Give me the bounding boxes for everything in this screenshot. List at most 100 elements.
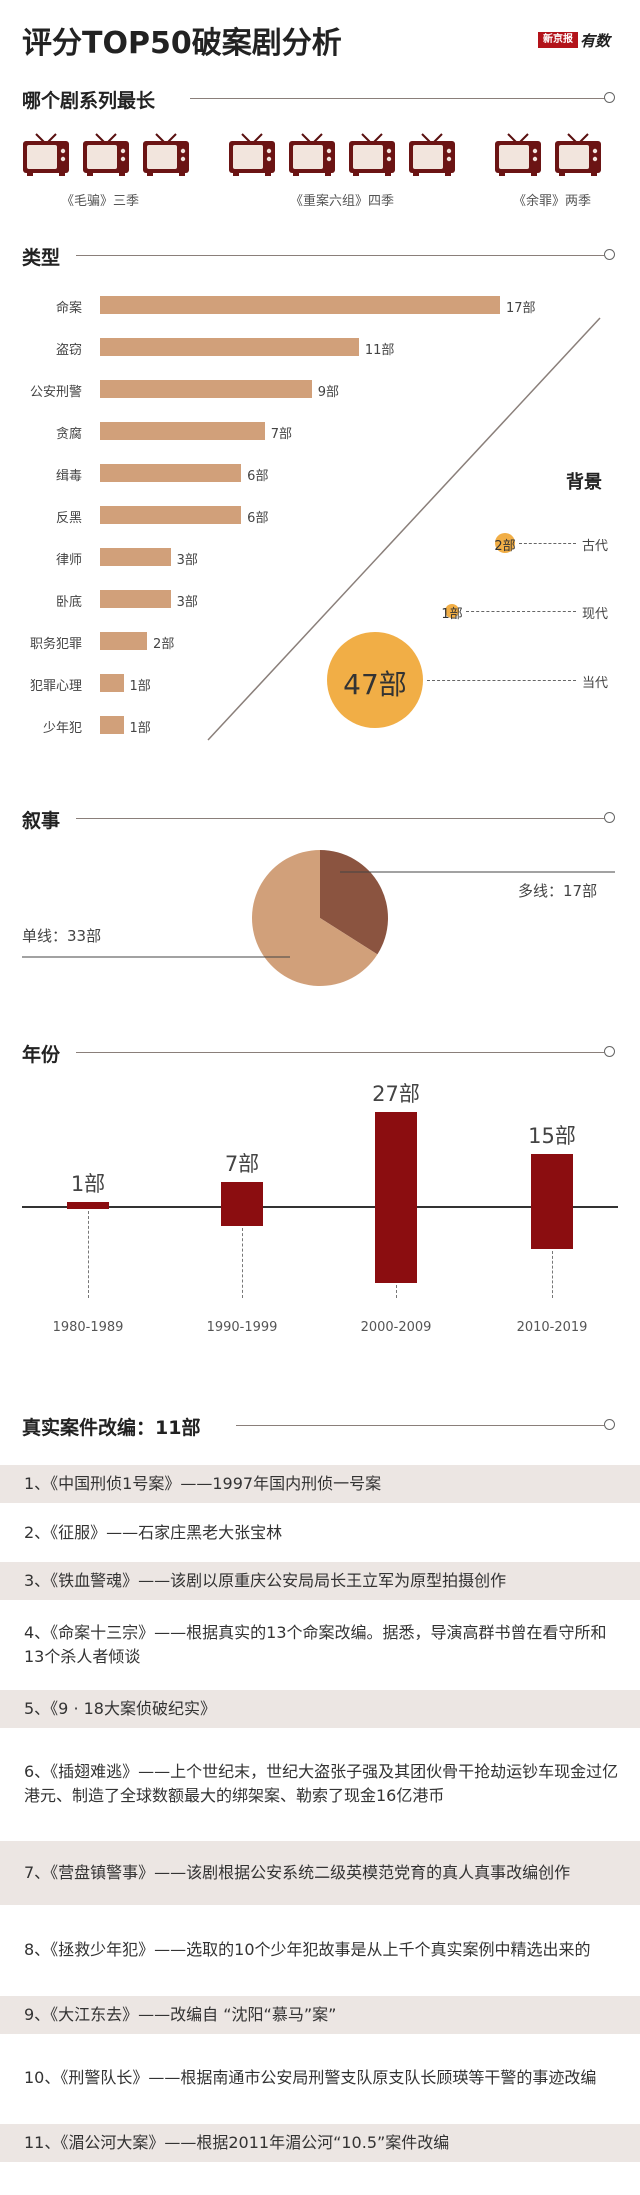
bar-label: 律师: [55, 553, 82, 568]
year-label: 2000-2009: [360, 1320, 432, 1335]
pie-slice: [320, 850, 388, 955]
section-divider: [236, 1425, 604, 1426]
year-leader-line: [242, 1227, 243, 1298]
bar-value: 1部: [129, 721, 151, 736]
bar-value: 2部: [153, 637, 175, 652]
case-item: 4、《命案十三宗》——根据真实的13个命案改编。据悉，导演高群书曾在看守所和13…: [0, 1611, 640, 1679]
bar-value: 1部: [129, 679, 151, 694]
bubble-value: 47部: [343, 667, 407, 701]
leader-line: [427, 680, 576, 681]
case-text: 1、《中国刑侦1号案》——1997年国内刑侦一号案: [24, 1474, 382, 1493]
case-text: 8、《拯救少年犯》——选取的10个少年犯故事是从上千个真实案例中精选出来的: [24, 1940, 591, 1959]
bar-value: 3部: [176, 595, 198, 610]
bar: [100, 506, 242, 524]
era-label: 现代: [582, 607, 609, 622]
year-label: 1990-1999: [206, 1320, 278, 1335]
narrative-pie-chart: [22, 850, 615, 986]
case-item: 10、《刑警队长》——根据南通市公安局刑警支队原支队长顾瑛等干警的事迹改编: [0, 2046, 640, 2110]
year-value: 1部: [70, 1172, 106, 1197]
leader-line: [519, 543, 576, 544]
bubble: [444, 603, 459, 618]
section-title-real-cases: 真实案件改编：11部: [22, 1417, 201, 1439]
bar: [100, 548, 171, 566]
case-text: 2、《征服》——石家庄黑老大张宝林: [24, 1523, 283, 1542]
year-bar: [375, 1112, 417, 1283]
bar-value: 11部: [364, 343, 395, 358]
tv-icon: [142, 132, 190, 180]
pie-label-multi: 多线：17部: [518, 882, 598, 900]
bar-label: 职务犯罪: [29, 637, 82, 652]
section-divider: [76, 1052, 604, 1053]
year-leader-line: [552, 1250, 553, 1298]
bubble: [495, 533, 515, 553]
background-title: 背景: [566, 472, 602, 493]
bar: [100, 338, 359, 356]
bar: [100, 590, 171, 608]
section-title-longest: 哪个剧系列最长: [22, 90, 156, 112]
tv-icon: [288, 132, 336, 180]
bar: [100, 296, 500, 314]
year-bar: [531, 1154, 573, 1249]
section-divider: [190, 98, 605, 99]
bar-label: 犯罪心理: [29, 679, 82, 694]
era-label: 当代: [582, 676, 609, 691]
bar-label: 少年犯: [42, 721, 82, 736]
series-caption: 《重案六组》四季: [289, 194, 394, 209]
tv-icon: [22, 132, 70, 180]
case-item: 2、《征服》——石家庄黑老大张宝林: [0, 1514, 640, 1552]
bar-value: 9部: [317, 385, 340, 400]
series-caption: 《毛骗》三季: [60, 194, 139, 209]
bar-value: 6部: [247, 511, 269, 526]
case-item: 9、《大江东去》——改编自 “沈阳“慕马”案”: [0, 1996, 640, 2034]
case-item: 1、《中国刑侦1号案》——1997年国内刑侦一号案: [0, 1465, 640, 1503]
tv-icon: [494, 132, 542, 180]
bar: [100, 464, 242, 482]
section-divider: [76, 818, 604, 819]
case-item: 8、《拯救少年犯》——选取的10个少年犯故事是从上千个真实案例中精选出来的: [0, 1918, 640, 1982]
bubble-value: 2部: [494, 538, 516, 554]
section-title-narrative: 叙事: [22, 810, 61, 832]
section-title-year: 年份: [22, 1044, 61, 1066]
bar-label: 命案: [55, 301, 82, 316]
section-divider: [76, 255, 604, 256]
bar-label: 盗窃: [55, 343, 82, 358]
bar-label: 贪腐: [55, 427, 82, 442]
bar: [100, 632, 148, 650]
bar-value: 17部: [506, 301, 536, 316]
bar-value: 3部: [176, 553, 198, 568]
bar-label: 公安刑警: [29, 385, 82, 400]
case-item: 7、《营盘镇警事》——该剧根据公安系统二级英模范党育的真人真事改编创作: [0, 1841, 640, 1905]
bar-label: 卧底: [55, 595, 82, 610]
case-text: 9、《大江东去》——改编自 “沈阳“慕马”案”: [24, 2005, 337, 2024]
year-leader-line: [396, 1284, 397, 1298]
year-leader-line: [88, 1211, 89, 1298]
bar-value: 7部: [270, 427, 292, 442]
year-value: 7部: [224, 1151, 260, 1176]
tv-icon: [82, 132, 130, 180]
case-text: 3、《铁血警魂》——该剧以原重庆公安局局长王立军为原型拍摄创作: [24, 1571, 507, 1590]
case-text: 10、《刑警队长》——根据南通市公安局刑警支队原支队长顾瑛等干警的事迹改编: [24, 2068, 597, 2087]
bar-label: 缉毒: [55, 469, 82, 484]
page-title: 评分TOP50破案剧分析: [22, 26, 342, 61]
bubble-value: 1部: [441, 606, 463, 622]
bar-label: 反黑: [55, 511, 82, 526]
section-title-type: 类型: [22, 247, 61, 269]
case-text: 5、《9 · 18大案侦破纪实》: [24, 1699, 216, 1718]
year-bar: [67, 1202, 109, 1210]
tv-icon: [554, 132, 602, 180]
year-bar: [221, 1181, 263, 1226]
bar: [100, 674, 124, 692]
section-divider-dot: [604, 92, 615, 103]
brand-logo: 新京报 有数: [538, 30, 622, 50]
bar: [100, 422, 265, 440]
case-item: 6、《插翅难逃》——上个世纪末，世纪大盗张子强及其团伙骨干抢劫运钞车现金过亿港元…: [0, 1739, 640, 1829]
bar-value: 6部: [247, 469, 269, 484]
tv-icon: [348, 132, 396, 180]
year-label: 1980-1989: [52, 1320, 124, 1335]
year-label: 2010-2019: [516, 1320, 588, 1335]
year-value: 27部: [372, 1082, 420, 1107]
case-text: 4、《命案十三宗》——根据真实的13个命案改编。据悉，导演高群书曾在看守所和13…: [24, 1623, 607, 1666]
section-divider-dot: [604, 1419, 615, 1430]
logo-script: 有数: [580, 32, 611, 50]
bar: [100, 716, 124, 734]
